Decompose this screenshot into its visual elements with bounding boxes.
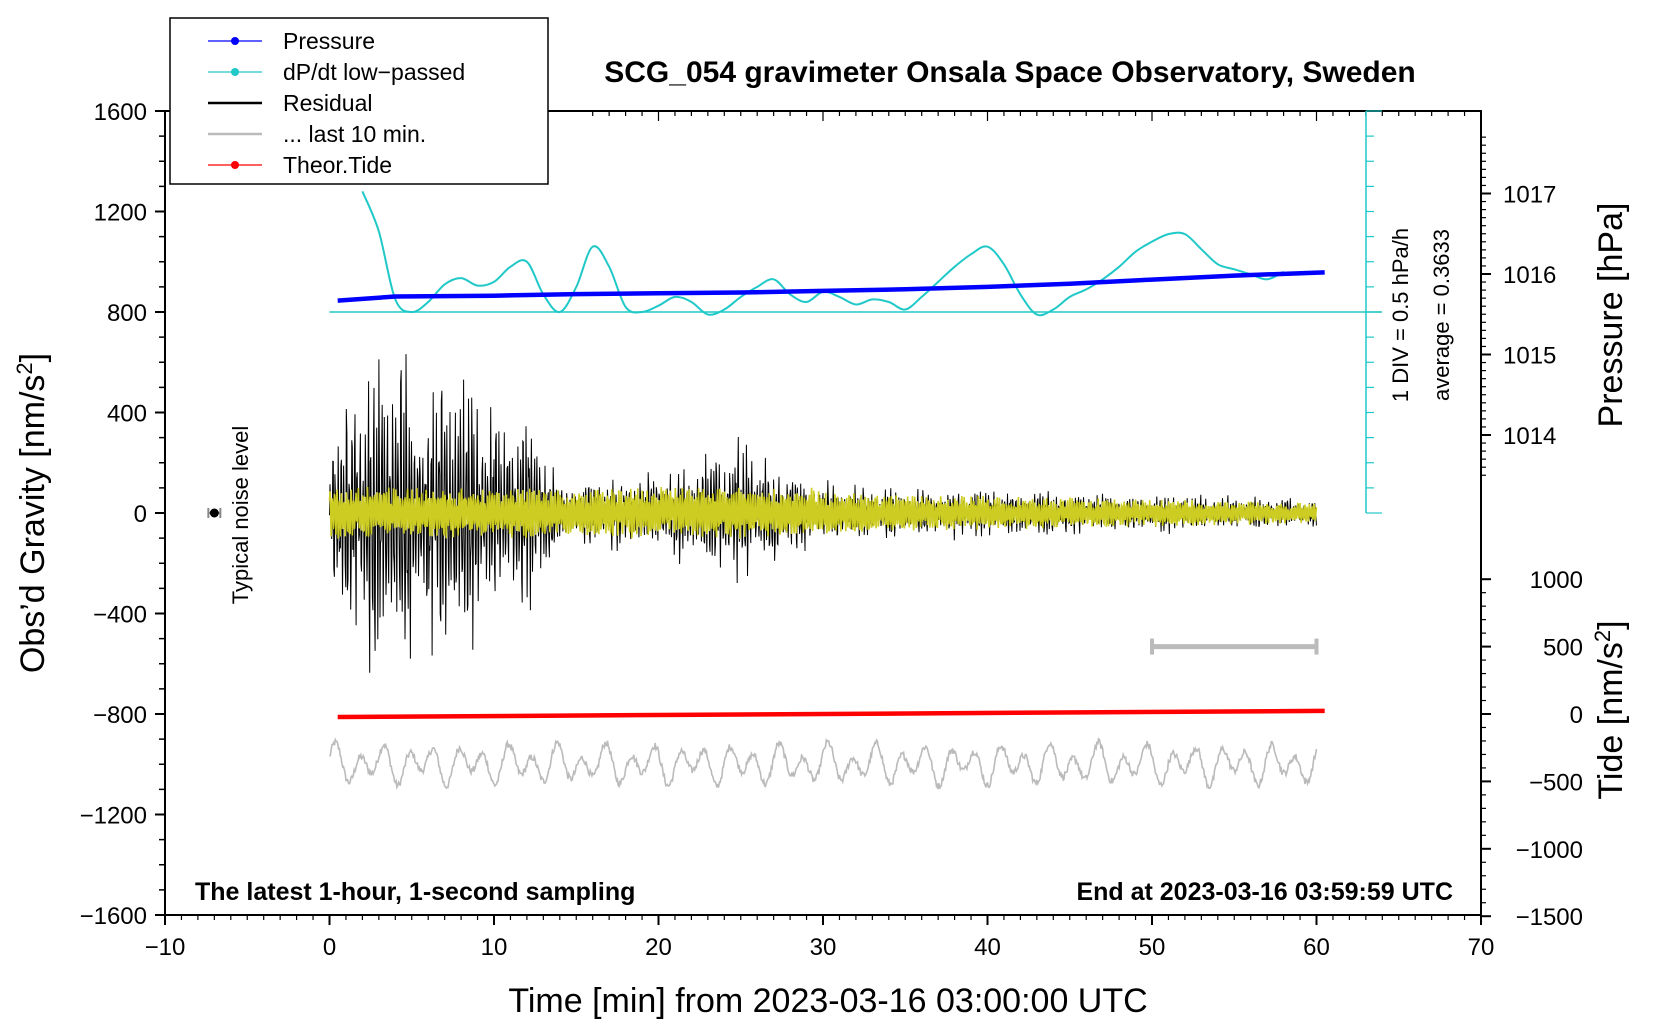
left-y-axis: −1600 −1200 −800 −400 0 400 800 1200 1600 — [80, 99, 165, 930]
tide-axis-title: Tide [nm/s2] — [1590, 620, 1630, 799]
legend-label: Theor.Tide — [283, 152, 392, 178]
pressure-tick-label: 1014 — [1503, 423, 1556, 450]
tide-tick-label: 500 — [1543, 635, 1583, 662]
legend-label: dP/dt low−passed — [283, 59, 465, 85]
x-tick-label: 20 — [645, 934, 672, 961]
left-y-tick-label: 1600 — [94, 99, 147, 126]
left-y-tick-label: −800 — [93, 702, 147, 729]
series-theor-tide — [337, 708, 1325, 720]
top-minor-ticks — [592, 111, 1482, 121]
caption-end-time: End at 2023-03-16 03:59:59 UTC — [1076, 878, 1453, 906]
tide-axis-title-main: Tide [nm/s — [1592, 642, 1630, 799]
tide-tick-label: −1500 — [1516, 904, 1583, 931]
series-pressure — [337, 270, 1325, 303]
left-y-tick-label: −400 — [93, 602, 147, 629]
left-y-axis-title-sup: 2 — [12, 362, 37, 374]
chart-title: SCG_054 gravimeter Onsala Space Observat… — [604, 56, 1416, 89]
noise-level-label: Typical noise level — [228, 426, 253, 605]
x-tick-label: 40 — [974, 934, 1001, 961]
legend-label: ... last 10 min. — [283, 121, 426, 147]
pressure-tick-label: 1017 — [1503, 182, 1556, 209]
caption-sampling: The latest 1-hour, 1-second sampling — [195, 878, 635, 906]
annotation-layer — [207, 508, 1319, 655]
legend-label: Pressure — [283, 28, 375, 54]
x-tick-label: 0 — [323, 934, 336, 961]
legend-marker — [231, 37, 239, 45]
tide-tick-label: 0 — [1570, 702, 1583, 729]
tide-tick-label: 1000 — [1530, 567, 1583, 594]
left-y-axis-title: Obs’d Gravity [nm/s2] — [12, 353, 52, 673]
legend-entry: Residual — [208, 90, 373, 116]
legend-label: Residual — [283, 90, 373, 116]
legend: Pressure dP/dt low−passed Residual ... last… — [169, 17, 549, 185]
legend-items: Pressure dP/dt low−passed Residual ... last… — [208, 28, 465, 178]
legend-entry: ... last 10 min. — [208, 121, 426, 147]
x-tick-label: 30 — [810, 934, 837, 961]
tide-axis-title-close: ] — [1592, 620, 1630, 629]
series-residual-smoothed — [328, 486, 1318, 539]
dpdt-scale-label: 1 DIV = 0.5 hPa/h — [1388, 228, 1413, 402]
pressure-axis-title: Pressure [hPa] — [1592, 203, 1630, 428]
tide-axis-title-sup: 2 — [1590, 630, 1615, 642]
tide-tick-label: −1000 — [1516, 837, 1583, 864]
pressure-tick-label: 1015 — [1503, 343, 1556, 370]
x-tick-label: 60 — [1303, 934, 1330, 961]
legend-marker — [231, 161, 239, 169]
legend-entry: Theor.Tide — [208, 152, 392, 178]
left-y-tick-label: 800 — [107, 300, 147, 327]
pressure-tick-label: 1016 — [1503, 262, 1556, 289]
series-last-10-min — [328, 737, 1318, 791]
x-tick-label: −10 — [145, 934, 186, 961]
dpdt-average-label: average = 0.3633 — [1429, 229, 1454, 401]
left-y-tick-label: 0 — [134, 501, 147, 528]
right-axes: 1014 1015 1016 1017 −1500 −1000 −500 0 500 1000 — [1481, 136, 1583, 931]
x-axis: −10 0 10 20 30 40 50 60 70 — [145, 915, 1495, 961]
left-y-tick-label: 400 — [107, 401, 147, 428]
series-layer — [328, 110, 1382, 791]
legend-entry: Pressure — [208, 28, 375, 54]
x-tick-label: 70 — [1468, 934, 1495, 961]
legend-entry: dP/dt low−passed — [208, 59, 465, 85]
noise-dot — [209, 508, 219, 518]
left-y-tick-label: −1200 — [80, 803, 147, 830]
left-y-tick-label: 1200 — [94, 200, 147, 227]
left-y-axis-title-close: ] — [14, 353, 52, 362]
x-axis-title: Time [min] from 2023-03-16 03:00:00 UTC — [508, 982, 1147, 1020]
x-tick-label: 50 — [1139, 934, 1166, 961]
x-tick-label: 10 — [481, 934, 508, 961]
legend-marker — [231, 68, 239, 76]
tide-tick-label: −500 — [1529, 769, 1583, 796]
left-y-tick-label: −1600 — [80, 903, 147, 930]
legend-box — [169, 17, 549, 185]
left-y-axis-title-main: Obs’d Gravity [nm/s — [14, 375, 52, 674]
